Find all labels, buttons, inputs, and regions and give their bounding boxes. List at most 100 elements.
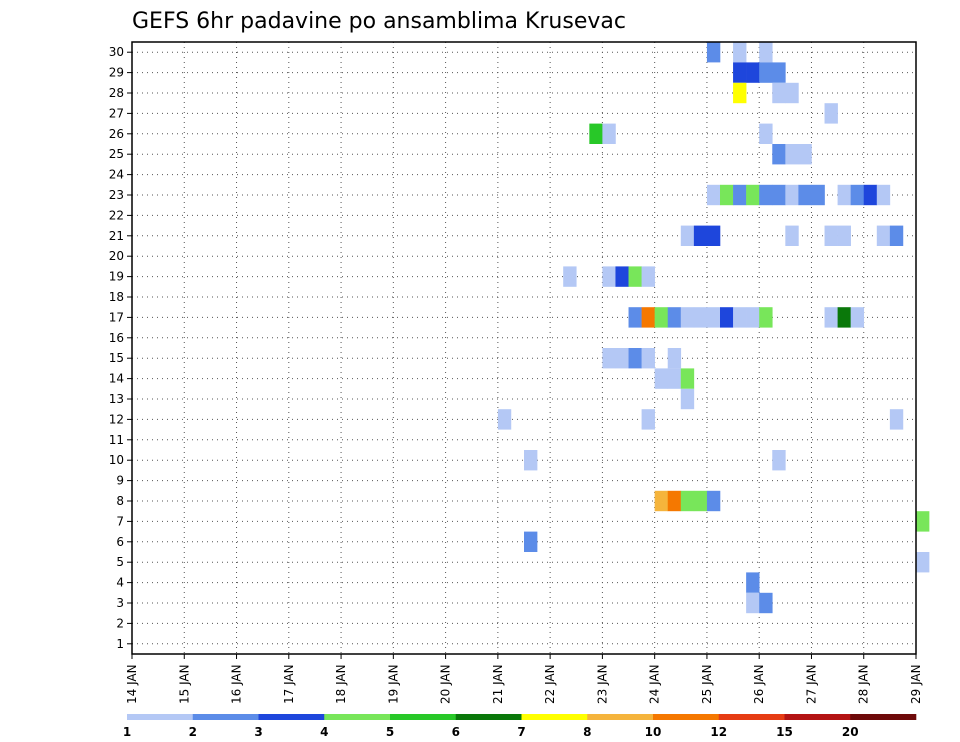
legend-swatch	[390, 714, 457, 720]
y-tick-label: 5	[116, 555, 124, 569]
y-tick-label: 23	[109, 188, 124, 202]
legend-label: 7	[517, 725, 525, 739]
y-tick-label: 22	[109, 208, 124, 222]
precip-cell	[772, 184, 786, 206]
precip-cell	[628, 348, 642, 369]
precip-cell	[589, 123, 603, 144]
legend-label: 2	[189, 725, 197, 739]
y-tick-label: 6	[116, 535, 124, 549]
precip-cell	[733, 184, 747, 206]
legend-swatch	[784, 714, 851, 720]
precip-cell	[720, 307, 734, 328]
legend-label: 3	[254, 725, 262, 739]
precip-cell	[733, 82, 747, 104]
y-tick-label: 15	[109, 351, 124, 365]
precip-cell	[628, 266, 642, 287]
precip-cell	[785, 225, 799, 246]
precip-cell	[706, 184, 721, 206]
precip-cell	[733, 62, 747, 83]
precip-cell	[889, 409, 904, 430]
precip-cell	[667, 348, 682, 369]
precip-cell	[654, 307, 669, 328]
legend-swatch	[653, 714, 720, 720]
precip-cell	[772, 82, 786, 104]
y-tick-label: 28	[109, 86, 124, 100]
precip-cell	[837, 184, 851, 206]
precip-cell	[785, 82, 799, 104]
y-tick-label: 12	[109, 412, 124, 426]
y-tick-label: 30	[109, 45, 124, 59]
x-tick-label: 26 JAN	[752, 664, 766, 704]
y-tick-label: 1	[116, 637, 124, 651]
x-tick-label: 25 JAN	[700, 664, 714, 704]
y-tick-label: 24	[109, 168, 124, 182]
precip-cell	[811, 184, 825, 206]
plot-frame	[131, 41, 917, 655]
y-tick-label: 18	[109, 290, 124, 304]
precip-cell	[759, 62, 773, 83]
x-tick-label: 22 JAN	[543, 664, 557, 704]
x-tick-label: 17 JAN	[282, 664, 296, 704]
precip-cell	[667, 490, 682, 512]
precip-cell	[863, 184, 878, 206]
precip-cell	[837, 307, 851, 328]
precip-cell	[706, 490, 721, 512]
precip-cell	[746, 307, 760, 328]
y-tick-label: 8	[116, 494, 124, 508]
precip-cell	[615, 348, 629, 369]
precip-cell	[733, 42, 747, 63]
legend-swatch	[718, 714, 785, 720]
precip-cell	[497, 409, 512, 430]
precip-cell	[641, 307, 655, 328]
precip-cell	[524, 450, 538, 471]
precip-cell	[850, 184, 865, 206]
precip-cell	[680, 368, 695, 389]
precip-cell	[772, 450, 786, 471]
precip-cell	[837, 225, 851, 246]
precip-cell	[772, 62, 786, 83]
legend-label: 15	[776, 725, 793, 739]
y-tick-label: 25	[109, 147, 124, 161]
legend-label: 20	[842, 725, 859, 739]
x-tick-label: 29 JAN	[909, 664, 923, 704]
precip-cell	[602, 266, 616, 287]
y-tick-label: 21	[109, 229, 124, 243]
precip-cell	[641, 409, 655, 430]
y-tick-label: 27	[109, 106, 124, 120]
precip-cell	[746, 62, 760, 83]
precip-cell	[693, 225, 708, 246]
precip-cell	[706, 42, 721, 63]
precip-cell	[785, 184, 799, 206]
legend-swatch	[192, 714, 259, 720]
legend-swatch	[258, 714, 325, 720]
y-tick-label: 9	[116, 474, 124, 488]
y-tick-label: 14	[109, 372, 124, 386]
y-tick-label: 16	[109, 331, 124, 345]
precip-cell	[693, 307, 708, 328]
x-tick-label: 18 JAN	[334, 664, 348, 704]
precip-cell	[746, 572, 760, 593]
y-tick-label: 26	[109, 127, 124, 141]
x-tick-label: 14 JAN	[125, 664, 139, 704]
x-tick-label: 27 JAN	[804, 664, 818, 704]
y-tick-label: 11	[109, 433, 124, 447]
y-tick-label: 17	[109, 310, 124, 324]
x-tick-label: 24 JAN	[648, 664, 662, 704]
precip-cell	[680, 388, 695, 410]
precip-cells	[497, 42, 930, 614]
precip-cell	[798, 144, 812, 165]
legend-label: 6	[452, 725, 460, 739]
legend-label: 1	[123, 725, 131, 739]
precip-cell	[680, 307, 695, 328]
y-tick-label: 10	[109, 453, 124, 467]
x-tick-label: 28 JAN	[857, 664, 871, 704]
precip-cell	[759, 592, 773, 614]
y-tick-label: 13	[109, 392, 124, 406]
x-tick-label: 20 JAN	[439, 664, 453, 704]
precip-cell	[563, 266, 577, 287]
precip-cell	[720, 184, 734, 206]
precip-cell	[524, 531, 538, 552]
precip-cell	[628, 307, 642, 328]
x-axis-ticks: 14 JAN 15 JAN 16 JAN 17 JAN 18 JAN 19 JAN 20 J…	[125, 654, 923, 704]
precip-cell	[798, 184, 812, 206]
